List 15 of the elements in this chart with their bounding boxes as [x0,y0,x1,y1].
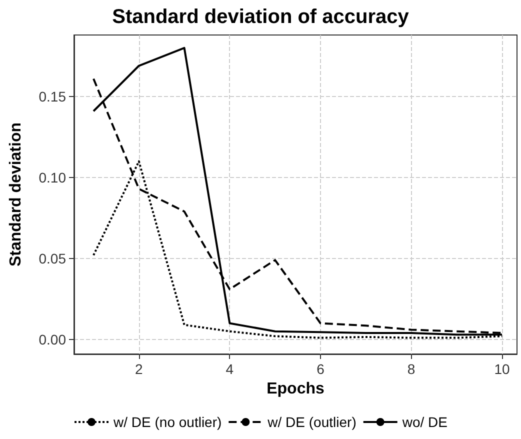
y-tick-label: 0.05 [38,250,66,266]
legend-label: w/ DE (outlier) [266,414,356,430]
x-tick-label: 2 [135,361,144,377]
y-tick-label: 0.15 [38,88,66,105]
x-tick-label: 10 [494,361,510,377]
x-axis-title: Epochs [266,380,324,398]
y-tick-label: 0.10 [38,169,66,186]
y-tick-label: 0.00 [38,331,66,348]
legend-label: wo/ DE [401,414,448,430]
x-tick-label: 4 [226,361,234,377]
legend-label: w/ DE (no outlier) [112,414,222,430]
x-tick-label: 8 [407,361,416,377]
x-tick-label: 6 [316,361,325,377]
chart-title: Standard deviation of accuracy [112,6,410,28]
y-axis-title: Standard deviation [8,122,24,267]
